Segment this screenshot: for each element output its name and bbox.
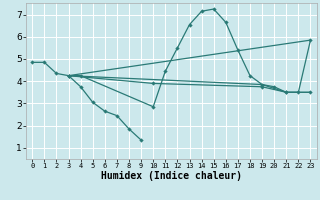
X-axis label: Humidex (Indice chaleur): Humidex (Indice chaleur) [101, 170, 242, 181]
